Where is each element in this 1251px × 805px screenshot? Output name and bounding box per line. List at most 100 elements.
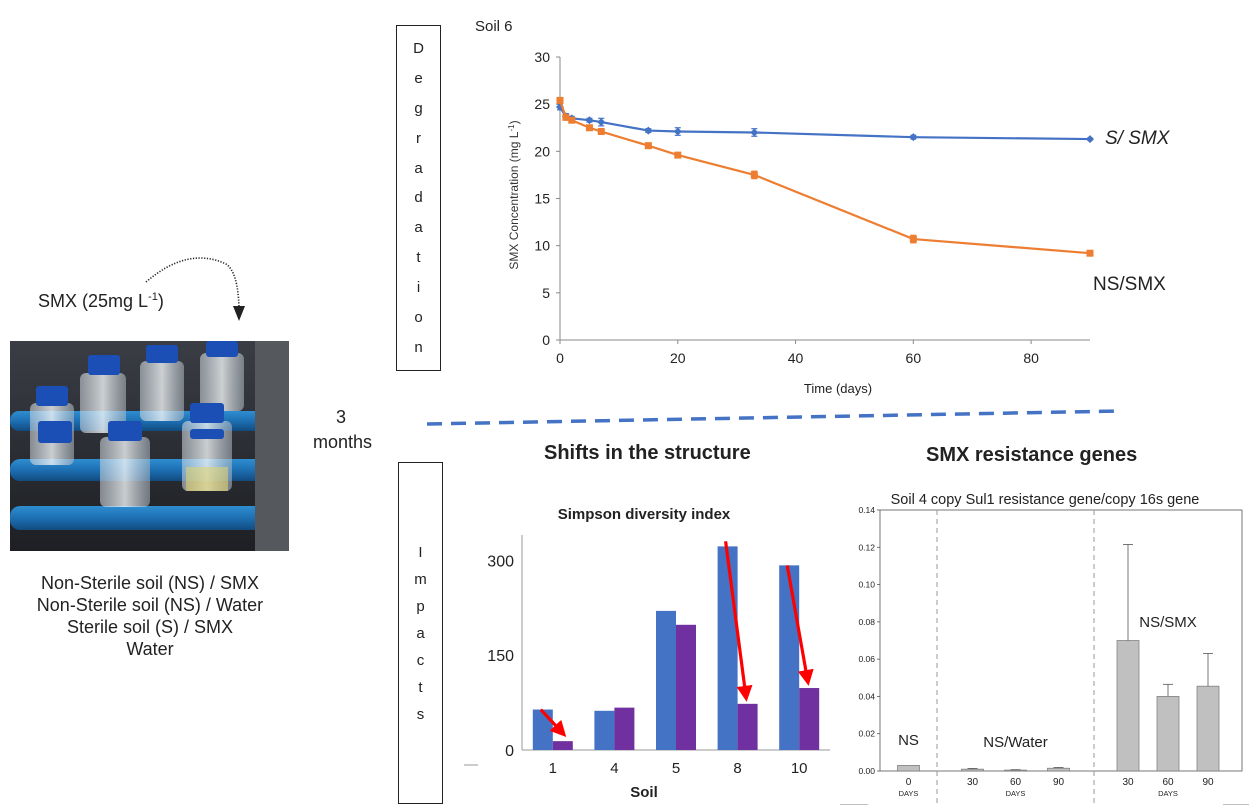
y-tick-label: 0.12 — [858, 542, 875, 552]
data-point — [568, 116, 576, 124]
x-tick-label: 60 — [906, 350, 922, 366]
red-arrow — [724, 541, 753, 702]
shifts-heading: Shifts in the structure — [544, 442, 751, 464]
y-tick-label: 0.08 — [858, 617, 875, 627]
y-tick-label: 300 — [487, 553, 514, 570]
data-point — [556, 96, 564, 104]
treatment-item: Non-Sterile soil (NS) / SMX — [40, 573, 260, 593]
group-label: NS/SMX — [1139, 614, 1197, 631]
data-point — [585, 124, 593, 132]
bar — [737, 703, 758, 750]
bar — [961, 768, 984, 772]
smx-dose-label: SMX (25mg L-1) — [38, 291, 164, 311]
treatment-list: Non-Sterile soil (NS) / SMX Non-Sterile … — [0, 572, 300, 660]
x-tick-label: 0 — [556, 350, 564, 366]
y-tick-label: 0.14 — [858, 505, 875, 515]
data-point — [585, 116, 594, 125]
series-line — [558, 100, 1091, 255]
x-tick-label: 10 — [791, 760, 808, 777]
plot-frame — [879, 509, 1243, 772]
x-tick-label: 90 — [1202, 777, 1214, 788]
x-axis-label: Time (days) — [804, 381, 872, 396]
simpson-bar-chart: Simpson diversity index Soil 0 150 300 1 4 5 8… — [464, 506, 830, 801]
x-tick-label: 4 — [610, 760, 618, 777]
treatment-item: Sterile soil (S) / SMX — [66, 617, 234, 637]
x-tick-label: 60 — [1162, 777, 1174, 788]
data-point — [909, 235, 917, 243]
x-tick-label: 90 — [1053, 777, 1065, 788]
y-tick-label: 25 — [534, 96, 550, 112]
sul1-gene-bar-chart: Soil 4 copy Sul1 resistance gene/copy 16… — [840, 492, 1249, 805]
x-tick-label: 30 — [967, 777, 979, 788]
data-point — [673, 127, 682, 136]
bar — [1156, 696, 1180, 772]
duration-unit: months — [313, 432, 373, 452]
y-tick-label: 0 — [542, 332, 550, 348]
data-point — [1086, 135, 1094, 144]
y-axis-label: SMX Concentration (mg L-1) — [507, 120, 522, 269]
y-tick-label: 15 — [534, 191, 550, 207]
section-divider-dashed — [426, 409, 1121, 426]
data-point — [750, 171, 758, 179]
x-tick-label: 0 — [906, 777, 912, 788]
x-tick-label: 80 — [1023, 350, 1039, 366]
days-label: DAYS — [1158, 789, 1178, 798]
y-tick-label: 20 — [534, 143, 550, 159]
y-tick-label: 0.02 — [858, 729, 875, 739]
series-label-s-smx: S/ SMX — [1105, 128, 1171, 149]
group-label: NS — [898, 732, 919, 749]
y-tick-label: 5 — [542, 285, 550, 301]
x-tick-label: 60 — [1010, 777, 1022, 788]
bar — [1116, 640, 1140, 772]
y-tick-label: 150 — [487, 648, 514, 665]
y-tick-label: 0.04 — [858, 691, 875, 701]
data-point — [644, 142, 652, 150]
y-tick-label: 0.10 — [858, 580, 875, 590]
y-tick-label: 0.00 — [858, 766, 875, 776]
dosing-curved-arrow — [145, 257, 245, 321]
data-point — [909, 133, 918, 142]
data-point — [1086, 249, 1094, 257]
x-tick-label: 8 — [733, 760, 741, 777]
x-axis-label: Soil — [630, 784, 658, 801]
red-arrow — [539, 708, 567, 738]
days-label: DAYS — [899, 789, 919, 798]
treatment-item: Water — [126, 639, 174, 659]
red-arrow — [785, 565, 814, 686]
group-label: NS/Water — [983, 734, 1047, 751]
y-tick-label: 10 — [534, 238, 550, 254]
degradation-line-chart: Soil 6 SMX Concentration (mg L-1) Time (… — [475, 18, 1171, 396]
x-tick-label: 30 — [1122, 777, 1134, 788]
data-point — [750, 128, 759, 137]
x-tick-label: 1 — [549, 760, 557, 777]
data-point — [597, 118, 606, 127]
bar — [1004, 769, 1027, 772]
chart-title: Soil 4 copy Sul1 resistance gene/copy 16… — [891, 492, 1200, 508]
bar — [594, 710, 615, 750]
y-tick-label: 0.06 — [858, 654, 875, 664]
x-tick-label: 40 — [788, 350, 804, 366]
duration-number: 3 — [336, 407, 347, 427]
bar — [552, 741, 573, 750]
series-label-ns-smx: NS/SMX — [1093, 274, 1166, 295]
series-line — [559, 106, 1091, 141]
y-tick-label: 0 — [505, 743, 514, 760]
days-label: DAYS — [1006, 789, 1026, 798]
chart-title: Soil 6 — [475, 18, 513, 35]
bar — [1047, 767, 1070, 772]
bar — [717, 546, 738, 750]
y-tick-label: 30 — [534, 49, 550, 65]
bar — [897, 765, 920, 772]
bar — [799, 688, 820, 750]
genes-heading: SMX resistance genes — [926, 444, 1138, 466]
bar — [1196, 685, 1220, 772]
incubation-bottles-photo — [10, 341, 289, 551]
chart-title: Simpson diversity index — [558, 506, 731, 523]
data-point — [644, 126, 653, 135]
data-point — [562, 113, 570, 121]
bar — [779, 565, 800, 750]
data-point — [674, 151, 682, 159]
treatment-item: Non-Sterile soil (NS) / Water — [36, 595, 264, 615]
